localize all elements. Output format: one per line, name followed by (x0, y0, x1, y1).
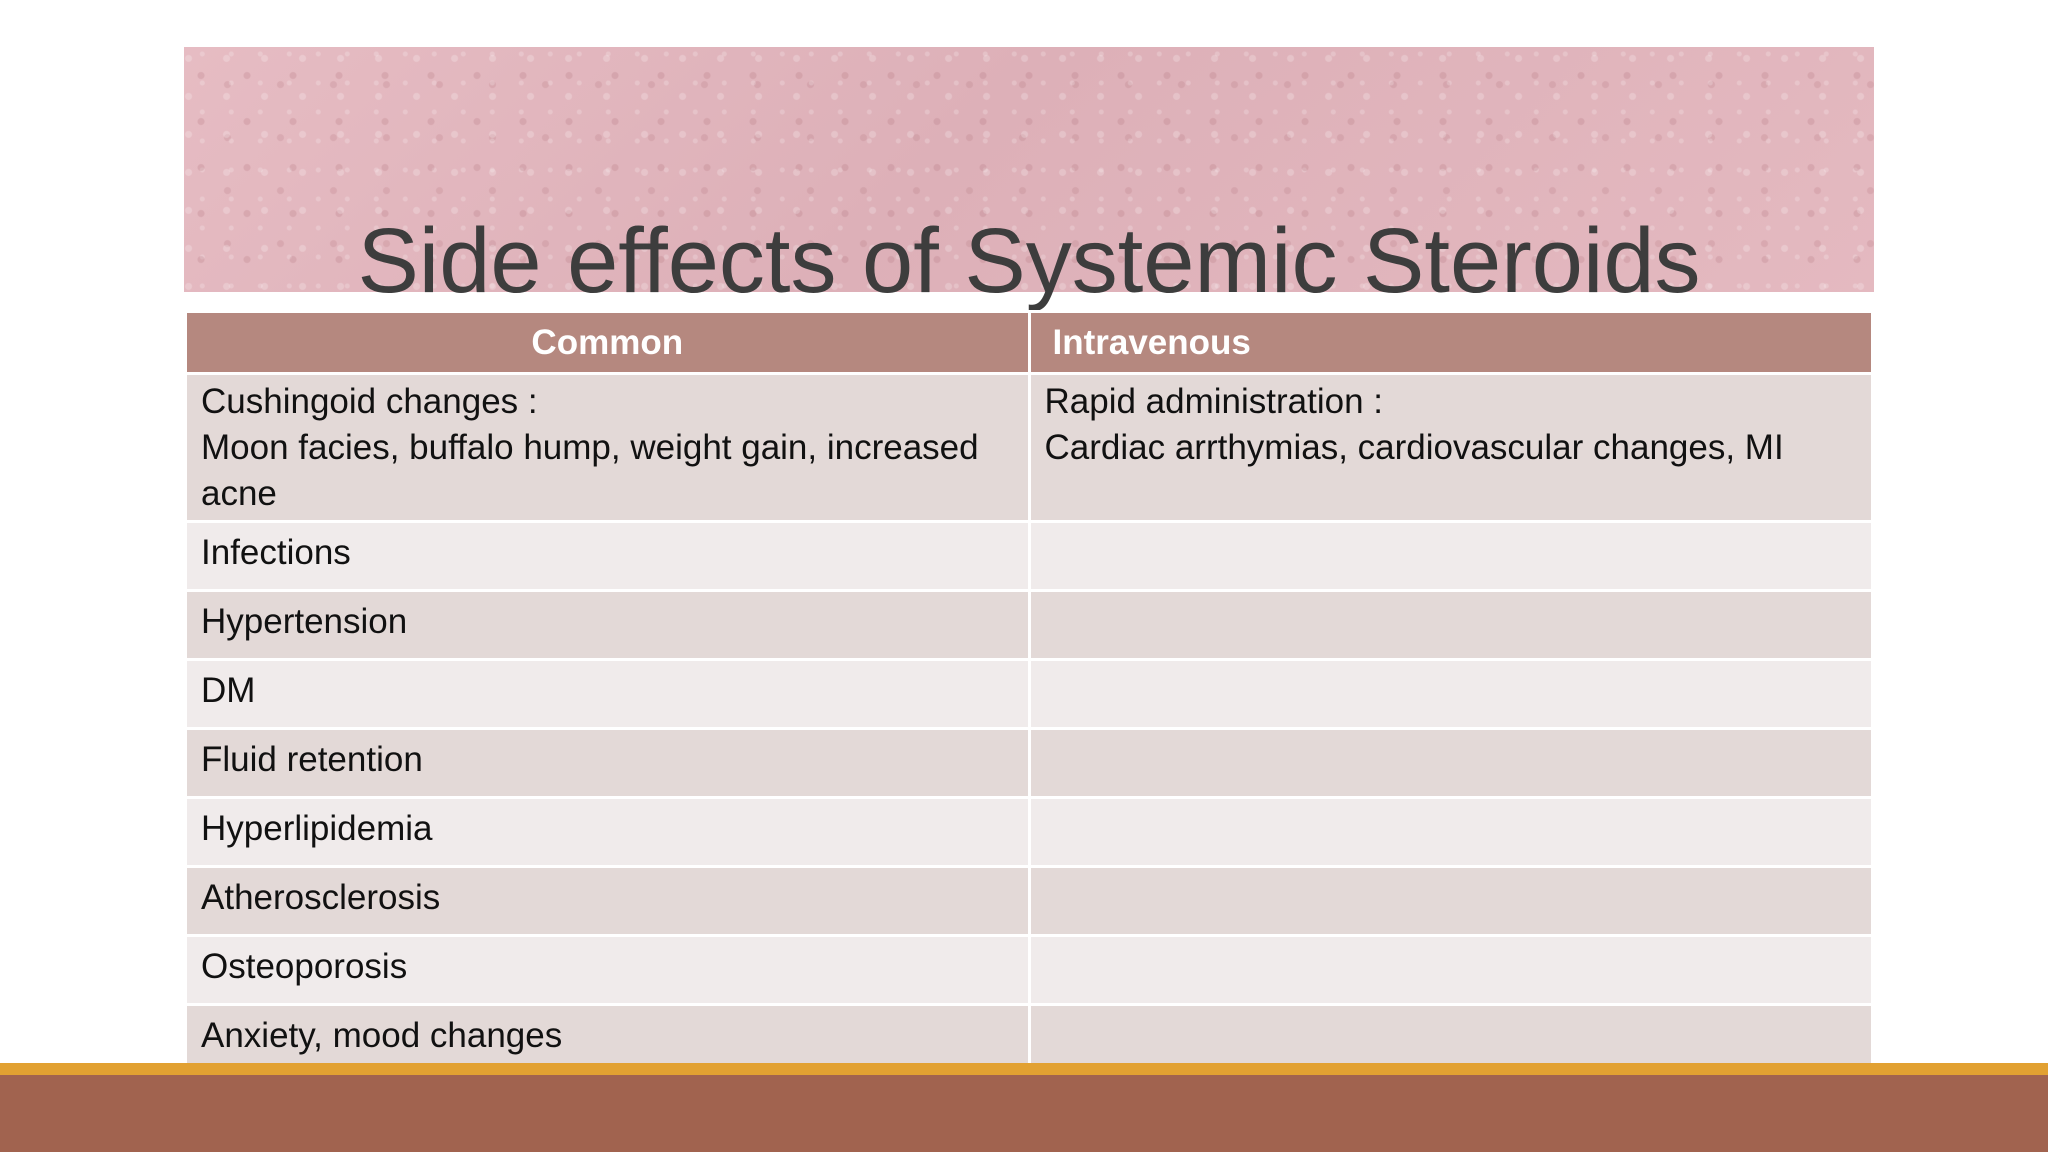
table-row: Infections (184, 520, 1874, 592)
cell-common: Hyperlipidemia (184, 796, 1031, 868)
cell-intravenous (1027, 796, 1874, 868)
cell-intravenous (1027, 520, 1874, 592)
cell-intravenous: Rapid administration : Cardiac arrthymia… (1027, 372, 1874, 523)
cell-line: Cushingoid changes : (201, 382, 538, 421)
cell-intravenous (1027, 934, 1874, 1006)
cell-common: Cushingoid changes : Moon facies, buffal… (184, 372, 1031, 523)
cell-common: Atherosclerosis (184, 865, 1031, 937)
cell-line: Rapid administration : (1044, 382, 1384, 421)
cell-intravenous (1027, 865, 1874, 937)
table-row: Fluid retention (184, 727, 1874, 799)
cell-line: Moon facies, buffalo hump, weight gain, … (201, 428, 979, 513)
title-band: Side effects of Systemic Steroids (184, 47, 1874, 307)
table-row: Cushingoid changes : Moon facies, buffal… (184, 372, 1874, 523)
cell-common: Osteoporosis (184, 934, 1031, 1006)
cell-intravenous (1027, 727, 1874, 799)
slide-title: Side effects of Systemic Steroids (357, 210, 1701, 312)
header-intravenous: Intravenous (1027, 310, 1874, 375)
cell-common: Hypertension (184, 589, 1031, 661)
table-row: Osteoporosis (184, 934, 1874, 1006)
bottom-bar (0, 1075, 2048, 1152)
cell-intravenous (1027, 658, 1874, 730)
cell-common: Infections (184, 520, 1031, 592)
table-row: Hypertension (184, 589, 1874, 661)
header-common: Common (184, 310, 1031, 375)
table-row: Hyperlipidemia (184, 796, 1874, 868)
table-row: DM (184, 658, 1874, 730)
table-header-row: Common Intravenous (184, 310, 1874, 375)
cell-line: Cardiac arrthymias, cardiovascular chang… (1044, 428, 1784, 467)
cell-intravenous (1027, 589, 1874, 661)
accent-bar (0, 1063, 2048, 1075)
side-effects-table: Common Intravenous Cushingoid changes : … (184, 310, 1874, 1075)
cell-common: Fluid retention (184, 727, 1031, 799)
cell-common: DM (184, 658, 1031, 730)
table-row: Atherosclerosis (184, 865, 1874, 937)
